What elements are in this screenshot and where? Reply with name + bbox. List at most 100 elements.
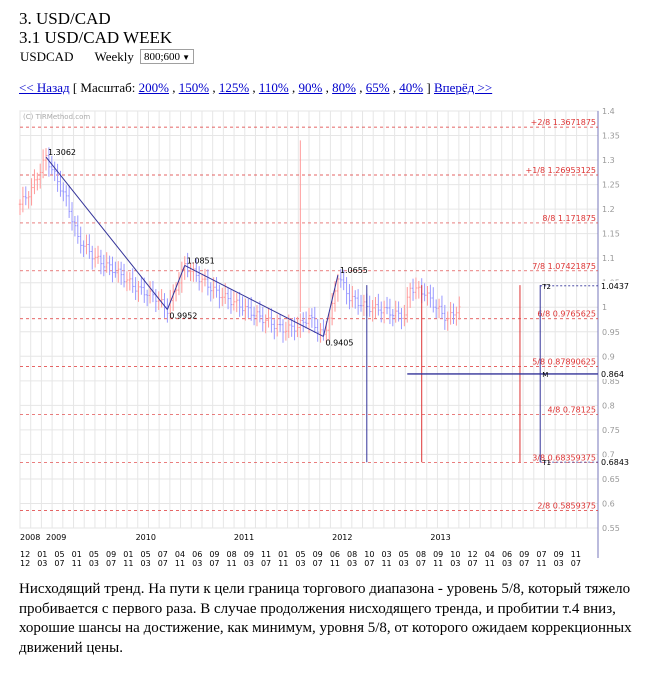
x-label-month: 03 bbox=[37, 559, 47, 568]
murray-level-label: +2/8 1.3671875 bbox=[531, 118, 596, 127]
x-label-day: 11 bbox=[261, 550, 271, 559]
x-label-day: 04 bbox=[485, 550, 495, 559]
x-label-date: 22 bbox=[20, 568, 30, 569]
target-marker: M bbox=[542, 371, 548, 379]
back-link[interactable]: << Назад bbox=[19, 80, 70, 95]
forward-link[interactable]: Вперёд >> bbox=[433, 80, 493, 95]
x-label-month: 11 bbox=[536, 559, 546, 568]
target-value-label: 0.864 bbox=[601, 370, 624, 379]
y-tick-label: 0.9 bbox=[602, 352, 615, 361]
x-label-date: 18 bbox=[571, 568, 581, 569]
murray-level-label: 6/8 0.9765625 bbox=[537, 310, 596, 319]
x-label-date: 09 bbox=[438, 568, 448, 569]
x-label-month: 07 bbox=[54, 559, 64, 568]
pivot-label: 1.0655 bbox=[340, 266, 368, 275]
murray-level-label: 5/8 0.87890625 bbox=[532, 358, 596, 367]
x-label-month: 07 bbox=[416, 559, 426, 568]
x-label-month: 03 bbox=[140, 559, 150, 568]
y-tick-label: 0.7 bbox=[602, 450, 615, 459]
x-label-date: 27 bbox=[220, 568, 230, 569]
x-label-date: 23 bbox=[555, 568, 565, 569]
x-label-month: 12 bbox=[20, 559, 30, 568]
scale-link-80[interactable]: 80% bbox=[332, 80, 356, 95]
scale-link-110[interactable]: 110% bbox=[258, 80, 289, 95]
x-label-date: 09 bbox=[521, 568, 531, 569]
scale-link-125[interactable]: 125% bbox=[218, 80, 250, 95]
x-label-date: 21 bbox=[404, 568, 414, 569]
size-select[interactable]: 800;600 ▼ bbox=[140, 49, 194, 64]
y-tick-label: 0.85 bbox=[602, 377, 620, 386]
x-label-day: 09 bbox=[433, 550, 443, 559]
x-label-month: 11 bbox=[330, 559, 340, 568]
pivot-label: 1.0851 bbox=[187, 256, 215, 265]
scale-link-65[interactable]: 65% bbox=[365, 80, 390, 95]
x-label-month: 07 bbox=[468, 559, 478, 568]
price-chart: 1.41.351.31.251.21.151.11.0510.950.90.85… bbox=[18, 107, 629, 569]
scale-close: ] bbox=[426, 80, 431, 95]
murray-level-label: +1/8 1.26953125 bbox=[526, 166, 596, 175]
x-label-day: 08 bbox=[416, 550, 426, 559]
x-label-date: 12 bbox=[170, 568, 180, 569]
x-label-day: 09 bbox=[313, 550, 323, 559]
x-label-date: 06 bbox=[371, 568, 381, 569]
x-label-date: 27 bbox=[321, 568, 331, 569]
year-label: 2013 bbox=[430, 533, 450, 542]
trend-line bbox=[322, 274, 339, 337]
x-label-month: 11 bbox=[175, 559, 185, 568]
x-label-day: 06 bbox=[192, 550, 202, 559]
year-label: 2010 bbox=[136, 533, 156, 542]
x-label-day: 09 bbox=[209, 550, 219, 559]
x-label-day: 05 bbox=[140, 550, 150, 559]
y-tick-label: 1.25 bbox=[602, 181, 620, 190]
x-label-day: 09 bbox=[106, 550, 116, 559]
x-label-day: 06 bbox=[330, 550, 340, 559]
pivot-label: 1.3062 bbox=[48, 148, 76, 157]
x-label-date: 21 bbox=[137, 568, 147, 569]
x-label-month: 07 bbox=[106, 559, 116, 568]
x-label-month: 07 bbox=[209, 559, 219, 568]
y-tick-label: 0.6 bbox=[602, 499, 615, 508]
scale-link-90[interactable]: 90% bbox=[298, 80, 323, 95]
year-label: 2008 bbox=[20, 533, 40, 542]
x-label-month: 03 bbox=[244, 559, 254, 568]
x-label-month: 03 bbox=[554, 559, 564, 568]
murray-level-label: 3/8 0.68359375 bbox=[532, 453, 596, 462]
x-label-day: 05 bbox=[89, 550, 99, 559]
y-tick-label: 0.95 bbox=[602, 328, 620, 337]
target-value-label: 1.0437 bbox=[601, 282, 629, 291]
murray-level-label: 2/8 0.5859375 bbox=[537, 501, 596, 510]
analysis-text: Нисходящий тренд. На пути к цели граница… bbox=[19, 581, 632, 656]
x-label-date: 15 bbox=[504, 568, 514, 569]
scale-link-40[interactable]: 40% bbox=[399, 80, 424, 95]
target-label-bg bbox=[599, 457, 627, 468]
y-tick-label: 1.4 bbox=[602, 107, 615, 116]
x-label-month: 07 bbox=[158, 559, 168, 568]
x-label-day: 09 bbox=[554, 550, 564, 559]
scale-link-200[interactable]: 200% bbox=[138, 80, 169, 95]
chart-heading: 3.1 USD/CAD WEEK bbox=[19, 28, 173, 47]
x-label-month: 07 bbox=[571, 559, 581, 568]
x-label-month: 03 bbox=[399, 559, 409, 568]
x-label-date: 02 bbox=[120, 568, 130, 569]
watermark: (C) TIRMethod.com bbox=[23, 113, 90, 121]
x-label-day: 12 bbox=[20, 550, 30, 559]
chart-controls: USDCAD Weekly bbox=[20, 49, 152, 65]
x-label-month: 11 bbox=[485, 559, 495, 568]
y-tick-label: 1.1 bbox=[602, 254, 615, 263]
x-label-day: 03 bbox=[381, 550, 391, 559]
x-label-date: 06 bbox=[187, 568, 197, 569]
x-label-day: 01 bbox=[278, 550, 288, 559]
x-label-day: 05 bbox=[54, 550, 64, 559]
x-label-month: 11 bbox=[123, 559, 133, 568]
year-label: 2009 bbox=[46, 533, 66, 542]
x-label-day: 09 bbox=[244, 550, 254, 559]
y-tick-label: 0.8 bbox=[602, 401, 615, 410]
y-tick-label: 1.15 bbox=[602, 230, 620, 239]
y-tick-label: 1.35 bbox=[602, 132, 620, 141]
scale-link-150[interactable]: 150% bbox=[178, 80, 210, 95]
x-label-date: 23 bbox=[53, 568, 63, 569]
murray-level-label: 4/8 0.78125 bbox=[548, 406, 597, 415]
x-label-day: 10 bbox=[364, 550, 374, 559]
target-marker: T2 bbox=[541, 283, 551, 291]
y-tick-label: 0.65 bbox=[602, 475, 620, 484]
